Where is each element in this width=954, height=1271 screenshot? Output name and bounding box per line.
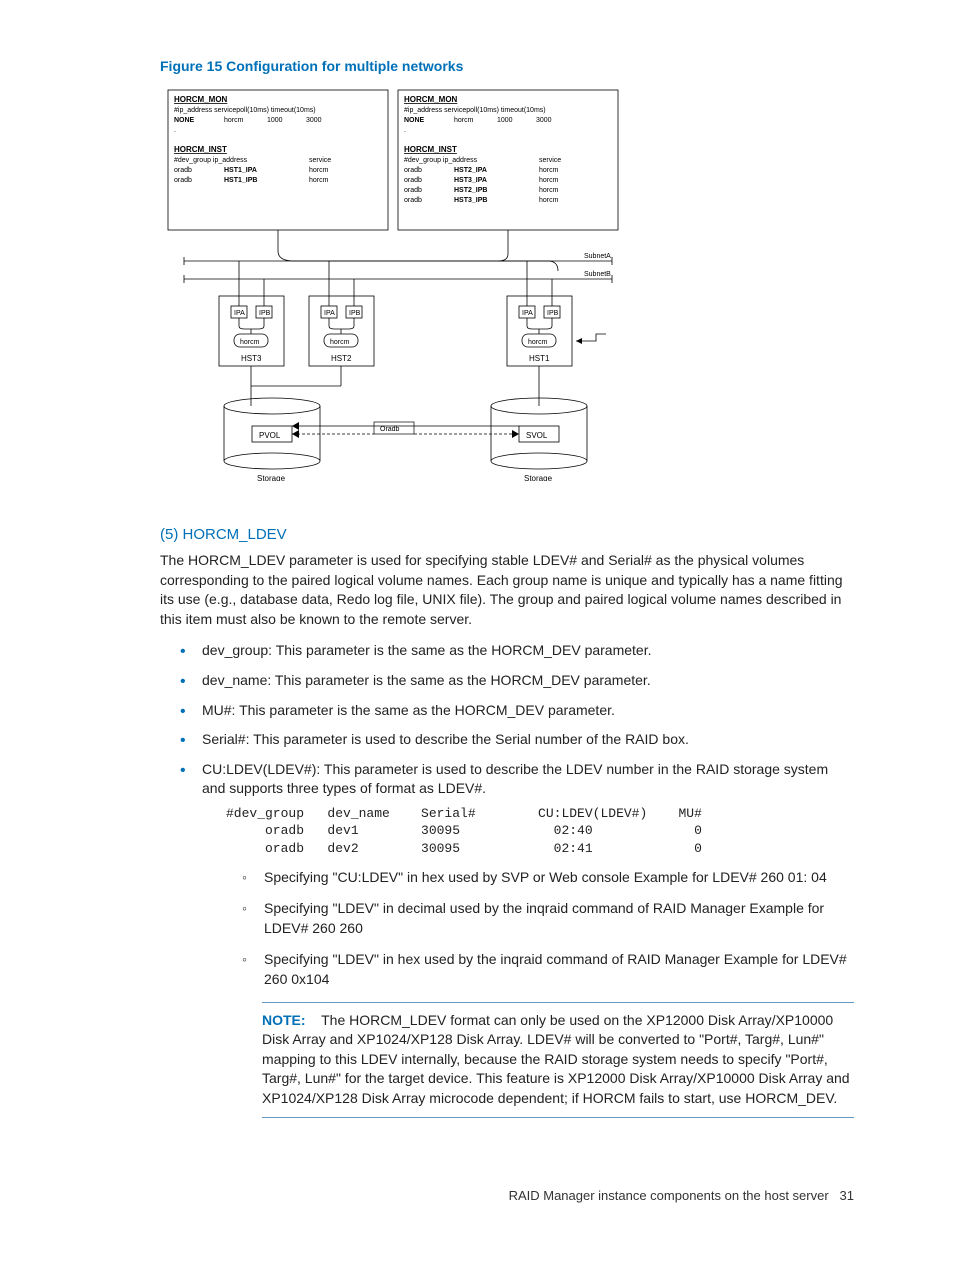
bullet-list: dev_group: This parameter is the same as…	[160, 641, 854, 1117]
svg-text:horcm: horcm	[224, 117, 244, 124]
svg-text:IPA: IPA	[522, 310, 533, 317]
svg-text:#ip_address servicepoll(10ms): #ip_address servicepoll(10ms) timeout(10…	[174, 107, 316, 114]
svg-text:Storage: Storage	[257, 474, 286, 481]
svg-text:IPA: IPA	[324, 310, 335, 317]
intro-paragraph: The HORCM_LDEV parameter is used for spe…	[160, 551, 854, 629]
svg-text:horcm: horcm	[240, 339, 260, 346]
svg-text:IPB: IPB	[259, 310, 271, 317]
svg-text:service: service	[309, 157, 331, 164]
bullet-item: dev_name: This parameter is the same as …	[180, 671, 854, 691]
bullet-item: dev_group: This parameter is the same as…	[180, 641, 854, 661]
sublist-item: Specifying "LDEV" in decimal used by the…	[242, 899, 854, 938]
svg-text:HST2_IPA: HST2_IPA	[454, 167, 487, 174]
svg-text:HORCM_INST: HORCM_INST	[174, 145, 227, 154]
bullet-item: Serial#: This parameter is used to descr…	[180, 730, 854, 750]
svg-text:oradb: oradb	[174, 177, 192, 184]
code-table: #dev_group dev_name Serial# CU:LDEV(LDEV…	[226, 805, 854, 858]
sublist-item: Specifying "CU:LDEV" in hex used by SVP …	[242, 868, 854, 888]
svg-text:3000: 3000	[306, 117, 322, 124]
svg-text:1000: 1000	[267, 117, 283, 124]
svg-text:oradb: oradb	[404, 197, 422, 204]
svg-text:#ip_address servicepoll(10ms): #ip_address servicepoll(10ms) timeout(10…	[404, 107, 546, 114]
note-box: NOTE: The HORCM_LDEV format can only be …	[262, 1002, 854, 1118]
svg-text:#dev_group ip_address: #dev_group ip_address	[404, 157, 478, 164]
svg-text:HST2: HST2	[331, 354, 352, 363]
svg-text:horcm: horcm	[454, 117, 474, 124]
bullet-item: CU:LDEV(LDEV#): This parameter is used t…	[180, 760, 854, 1118]
page-footer: RAID Manager instance components on the …	[160, 1188, 854, 1203]
svg-text:HORCM_MON: HORCM_MON	[174, 95, 228, 104]
note-label: NOTE:	[262, 1012, 306, 1028]
svg-text:horcm: horcm	[528, 339, 548, 346]
svg-text:HST1_IPB: HST1_IPB	[224, 177, 257, 184]
svg-text:horcm: horcm	[539, 187, 559, 194]
svg-text:horcm: horcm	[539, 177, 559, 184]
svg-text:IPB: IPB	[349, 310, 361, 317]
footer-text: RAID Manager instance components on the …	[509, 1188, 829, 1203]
svg-text:NONE: NONE	[404, 117, 425, 124]
svg-text:Oradb: Oradb	[380, 426, 400, 433]
svg-text:HST3_IPB: HST3_IPB	[454, 197, 487, 204]
svg-text:.: .	[174, 127, 176, 134]
svg-text:NONE: NONE	[174, 117, 195, 124]
page-number: 31	[840, 1188, 854, 1203]
svg-text:horcm: horcm	[309, 167, 329, 174]
svg-text:SVOL: SVOL	[526, 431, 548, 440]
bullet-item: MU#: This parameter is the same as the H…	[180, 701, 854, 721]
svg-text:PVOL: PVOL	[259, 431, 281, 440]
svg-text:.: .	[404, 127, 406, 134]
svg-text:oradb: oradb	[404, 187, 422, 194]
bullet-text: CU:LDEV(LDEV#): This parameter is used t…	[202, 761, 828, 797]
svg-text:SubnetA: SubnetA	[584, 253, 611, 260]
figure-title: Figure 15 Configuration for multiple net…	[160, 58, 854, 74]
svg-text:IPA: IPA	[234, 310, 245, 317]
svg-text:Storage: Storage	[524, 474, 553, 481]
svg-text:service: service	[539, 157, 561, 164]
svg-text:HORCM_INST: HORCM_INST	[404, 145, 457, 154]
svg-text:HORCM_MON: HORCM_MON	[404, 95, 458, 104]
svg-text:HST3_IPA: HST3_IPA	[454, 177, 487, 184]
figure-diagram: HORCM_MON #ip_address servicepoll(10ms) …	[164, 86, 624, 481]
svg-text:HST1_IPA: HST1_IPA	[224, 167, 257, 174]
svg-text:HST1: HST1	[529, 354, 550, 363]
section-heading: (5) HORCM_LDEV	[160, 526, 854, 543]
note-text: The HORCM_LDEV format can only be used o…	[262, 1012, 850, 1106]
svg-text:#dev_group ip_address: #dev_group ip_address	[174, 157, 248, 164]
svg-text:HST3: HST3	[241, 354, 262, 363]
svg-text:HST2_IPB: HST2_IPB	[454, 187, 487, 194]
svg-text:horcm: horcm	[539, 197, 559, 204]
svg-text:horcm: horcm	[539, 167, 559, 174]
svg-text:oradb: oradb	[174, 167, 192, 174]
svg-text:IPB: IPB	[547, 310, 559, 317]
svg-text:horcm: horcm	[309, 177, 329, 184]
svg-text:1000: 1000	[497, 117, 513, 124]
svg-text:3000: 3000	[536, 117, 552, 124]
sublist: Specifying "CU:LDEV" in hex used by SVP …	[202, 868, 854, 990]
sublist-item: Specifying "LDEV" in hex used by the inq…	[242, 950, 854, 989]
svg-text:oradb: oradb	[404, 177, 422, 184]
svg-text:SubnetB: SubnetB	[584, 271, 611, 278]
svg-text:horcm: horcm	[330, 339, 350, 346]
svg-text:oradb: oradb	[404, 167, 422, 174]
